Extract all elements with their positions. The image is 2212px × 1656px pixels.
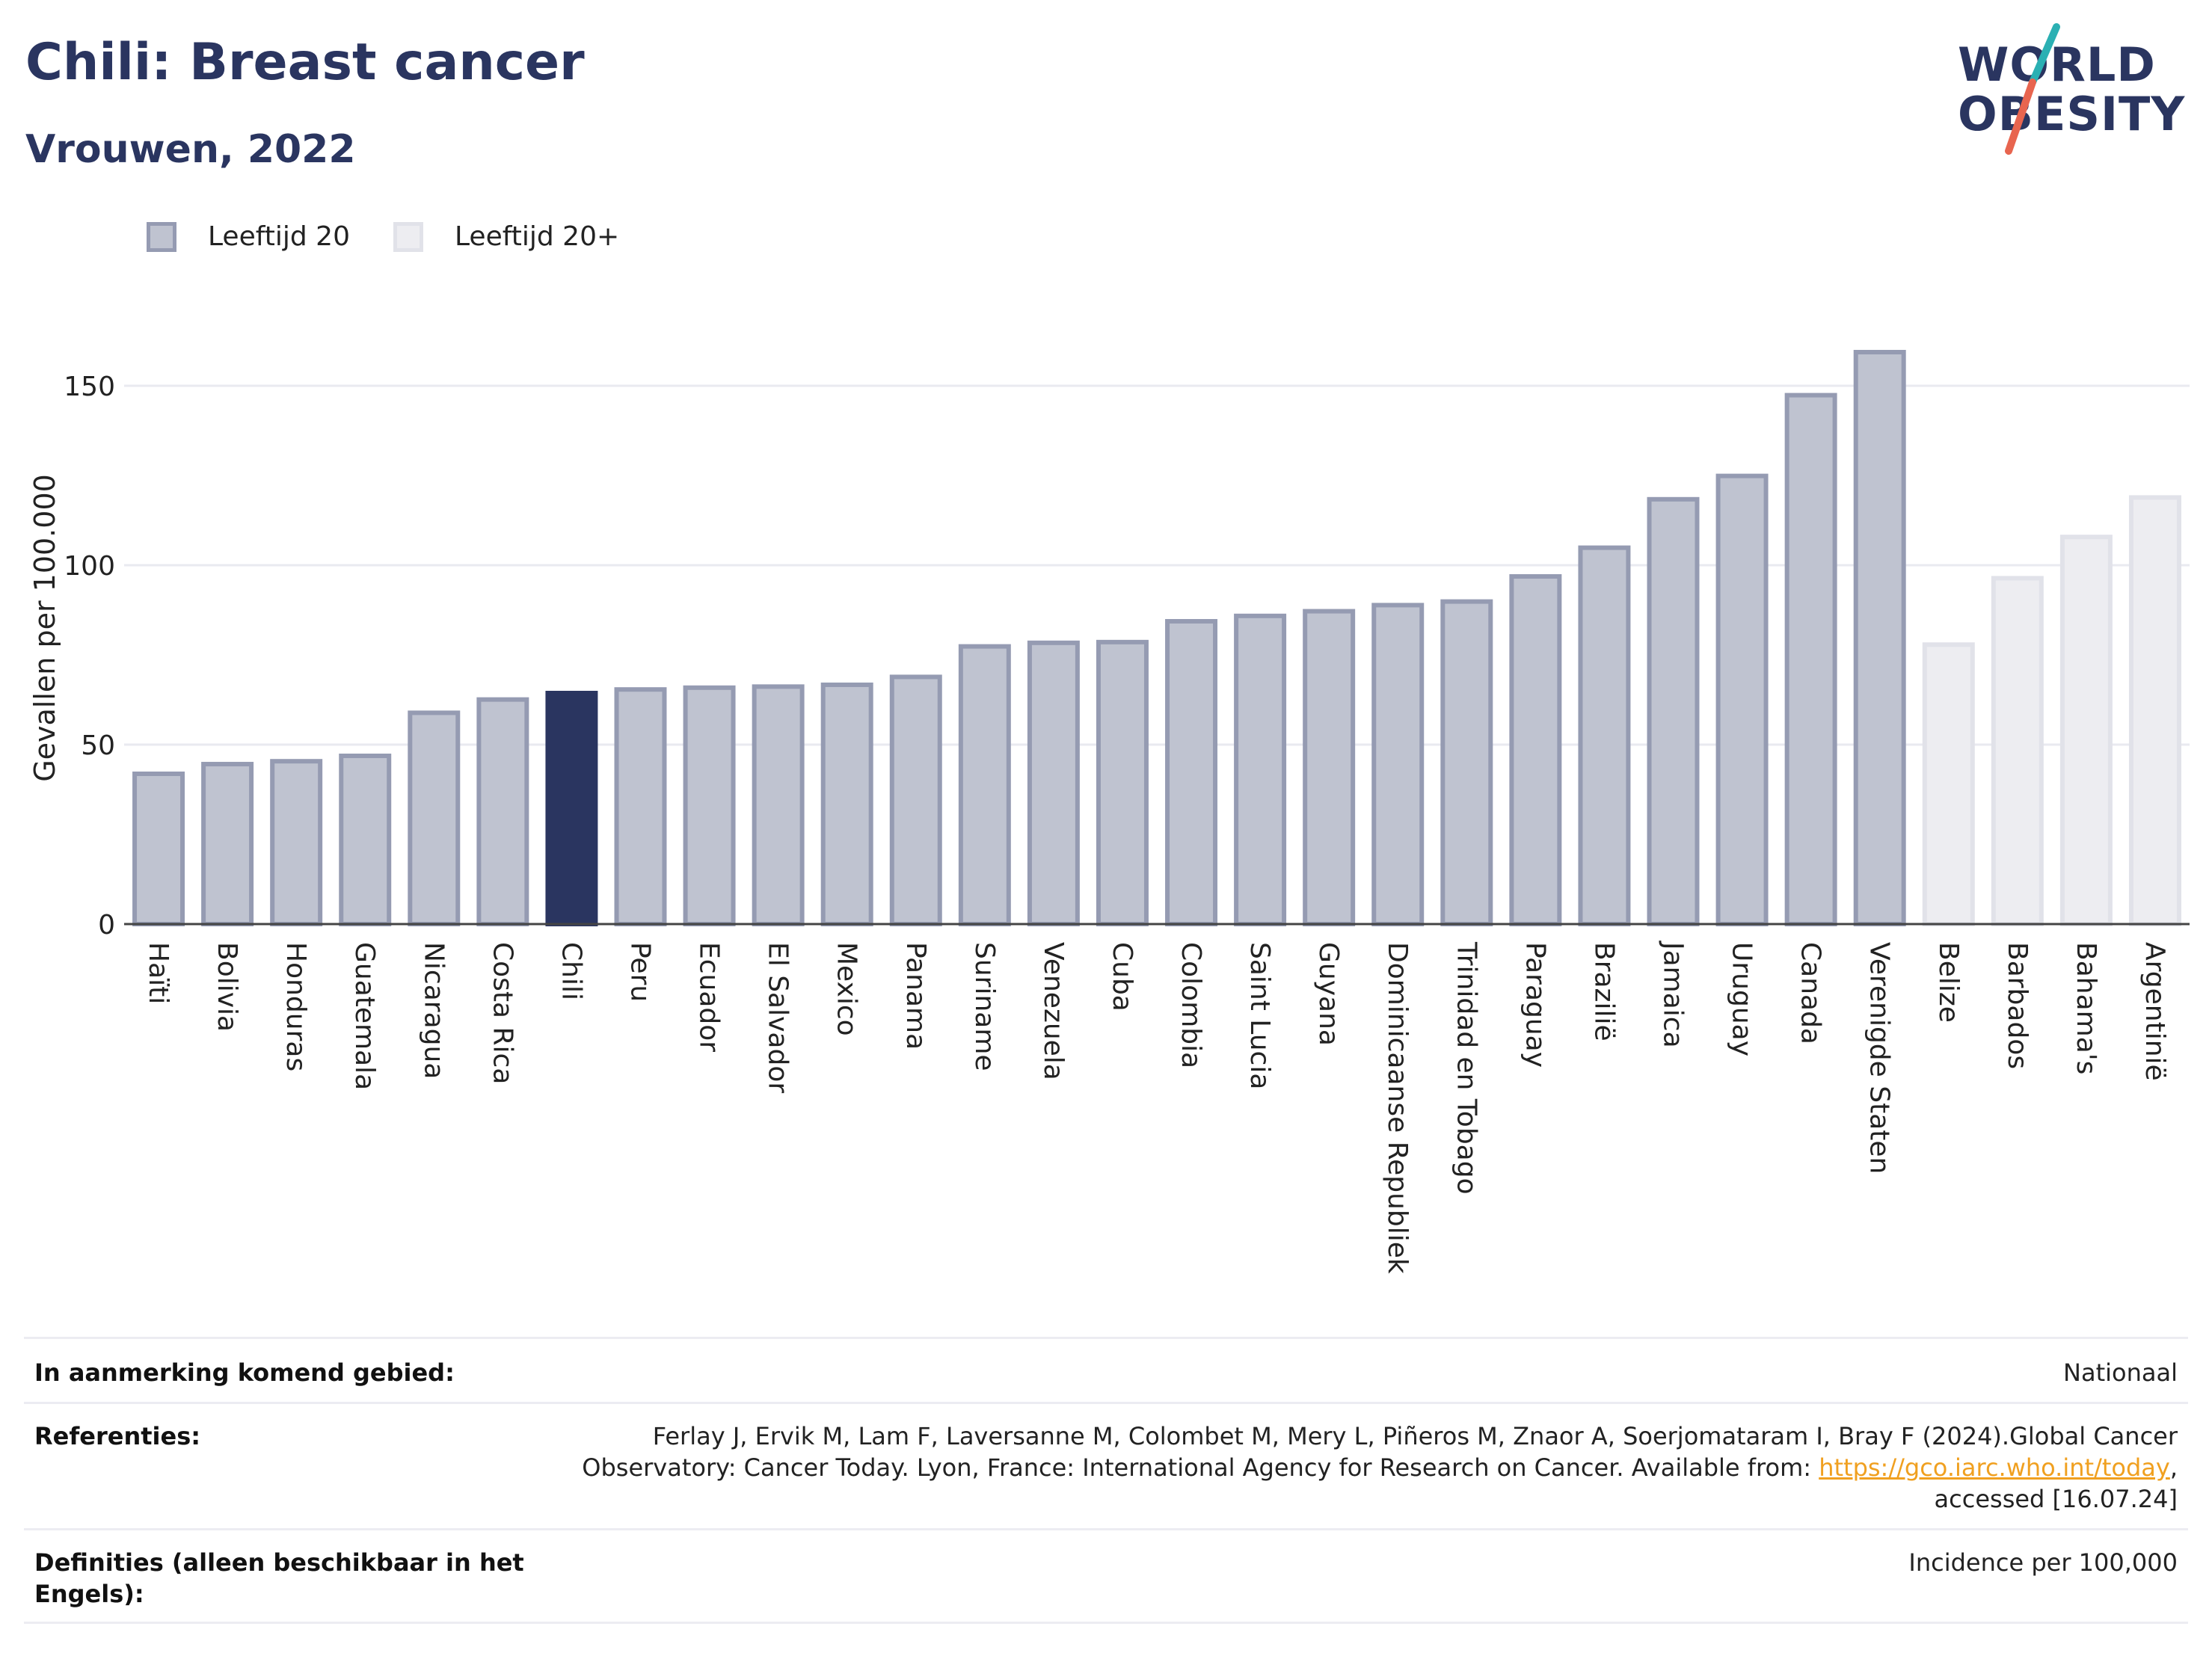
x-tick-label: Canada	[1795, 942, 1826, 1044]
bar	[1096, 639, 1149, 927]
x-tick-label: Jamaica	[1658, 941, 1689, 1048]
reference-text: Observatory: Cancer Today. Lyon, France:…	[582, 1453, 1819, 1482]
y-axis-title: Gevallen per 100.000	[28, 474, 61, 782]
x-tick-label: Argentinië	[2139, 942, 2170, 1081]
bar	[820, 682, 873, 927]
x-tick-label: Haïti	[143, 942, 173, 1004]
bar	[2128, 495, 2181, 926]
bar	[1784, 393, 1837, 926]
bar	[132, 772, 185, 926]
bar	[1509, 574, 1562, 926]
bar	[1371, 603, 1425, 927]
bar	[683, 685, 736, 926]
logo-text-obesity: OBESITY	[1958, 87, 2186, 141]
x-tick-label: Venezuela	[1038, 942, 1069, 1080]
x-tick-label: Chili	[556, 942, 586, 1000]
bar	[1234, 613, 1287, 926]
x-tick-label: Nicaragua	[418, 942, 449, 1079]
bar	[1165, 619, 1218, 926]
world-obesity-logo: WORLD OBESITY	[1952, 22, 2191, 157]
x-tick-label: Peru	[625, 942, 656, 1002]
x-tick-label: Belize	[1933, 942, 1964, 1023]
x-tick-label: Brazilië	[1588, 942, 1619, 1041]
bar	[1578, 545, 1631, 926]
bar	[476, 697, 529, 926]
bar	[270, 759, 323, 927]
legend-label: Leeftijd 20	[208, 221, 350, 252]
logo-slash-icon	[2005, 23, 2060, 155]
definitions-label-line: Engels):	[34, 1580, 144, 1608]
bar	[201, 762, 254, 926]
bar	[1991, 576, 2044, 927]
bar	[1853, 350, 1906, 926]
x-tick-label: Bahama's	[2071, 942, 2101, 1074]
bar	[1922, 642, 1975, 926]
bar	[339, 754, 392, 926]
x-tick-label: Colombia	[1176, 942, 1206, 1068]
region-label: In aanmerking komend gebied:	[34, 1358, 455, 1387]
region-value: Nationaal	[2063, 1358, 2178, 1387]
reference-link[interactable]: https://gco.iarc.who.int/today	[1819, 1453, 2170, 1482]
bar	[889, 674, 942, 927]
info-row-references: Referenties: Ferlay J, Ervik M, Lam F, L…	[24, 1402, 2188, 1528]
reference-line: Ferlay J, Ervik M, Lam F, Laversanne M, …	[652, 1422, 2178, 1450]
x-tick-label: Honduras	[280, 942, 311, 1071]
x-tick-label: Ecuador	[694, 942, 725, 1052]
reference-line: Observatory: Cancer Today. Lyon, France:…	[582, 1452, 2178, 1483]
bar	[1440, 599, 1493, 926]
bar	[1647, 496, 1700, 926]
references-label: Referenties:	[34, 1422, 201, 1450]
bar	[1027, 640, 1080, 926]
y-tick-label: 0	[98, 910, 115, 941]
references-value: Ferlay J, Ervik M, Lam F, Laversanne M, …	[582, 1420, 2178, 1515]
bar-chart: 0 50 100 150 Haïti Bolivia Honduras Guatemala Ni…	[64, 350, 2190, 1274]
x-tick-label: Mexico	[832, 942, 862, 1036]
bar	[614, 687, 667, 926]
chart-title: Chili: Breast cancer	[25, 33, 585, 92]
legend-label: Leeftijd 20+	[455, 221, 620, 252]
definitions-label-line: Definities (alleen beschikbaar in het	[34, 1548, 524, 1577]
bar	[958, 644, 1011, 926]
x-tick-label: Saint Lucia	[1244, 942, 1275, 1089]
x-tick-label: Barbados	[2002, 942, 2033, 1069]
reference-text: ,	[2169, 1453, 2178, 1482]
bar	[545, 691, 598, 926]
x-tick-label: El Salvador	[763, 942, 793, 1093]
bar	[1715, 473, 1769, 926]
x-tick-label: Dominicaanse Republiek	[1382, 942, 1413, 1274]
legend-swatch	[393, 221, 423, 252]
definitions-label: Definities (alleen beschikbaar in het En…	[34, 1547, 524, 1610]
legend-item-leeftijd-20-plus[interactable]: Leeftijd 20+	[393, 221, 619, 252]
bar	[2059, 535, 2113, 926]
y-tick-label: 100	[64, 551, 115, 582]
info-row-region: In aanmerking komend gebied: Nationaal	[24, 1337, 2188, 1402]
x-tick-label: Bolivia	[212, 942, 242, 1032]
definitions-value: Incidence per 100,000	[1908, 1548, 2178, 1577]
chart-subtitle: Vrouwen, 2022	[25, 127, 356, 172]
reference-line: accessed [16.07.24]	[1934, 1485, 2178, 1513]
y-tick-label: 50	[81, 730, 115, 761]
legend-swatch	[147, 221, 176, 252]
bar	[1303, 609, 1356, 926]
x-tick-label: Panama	[900, 942, 931, 1050]
x-tick-label: Cuba	[1107, 942, 1137, 1012]
x-tick-label: Trinidad en Tobago	[1451, 941, 1481, 1195]
logo-text-world: WORLD	[1958, 37, 2156, 92]
bar	[752, 684, 805, 926]
x-tick-label: Costa Rica	[487, 942, 517, 1084]
x-tick-label: Suriname	[969, 942, 1000, 1071]
info-row-definitions: Definities (alleen beschikbaar in het En…	[24, 1528, 2188, 1624]
y-tick-label: 150	[64, 372, 115, 402]
x-tick-label: Paraguay	[1520, 942, 1550, 1068]
legend-item-leeftijd-20[interactable]: Leeftijd 20	[147, 221, 350, 252]
bar	[408, 710, 461, 927]
x-tick-label: Uruguay	[1727, 942, 1757, 1056]
info-table: In aanmerking komend gebied: Nationaal R…	[24, 1337, 2188, 1624]
x-tick-label: Guyana	[1313, 942, 1344, 1046]
x-tick-label: Verenigde Staten	[1864, 942, 1895, 1174]
x-tick-label: Guatemala	[349, 942, 380, 1090]
